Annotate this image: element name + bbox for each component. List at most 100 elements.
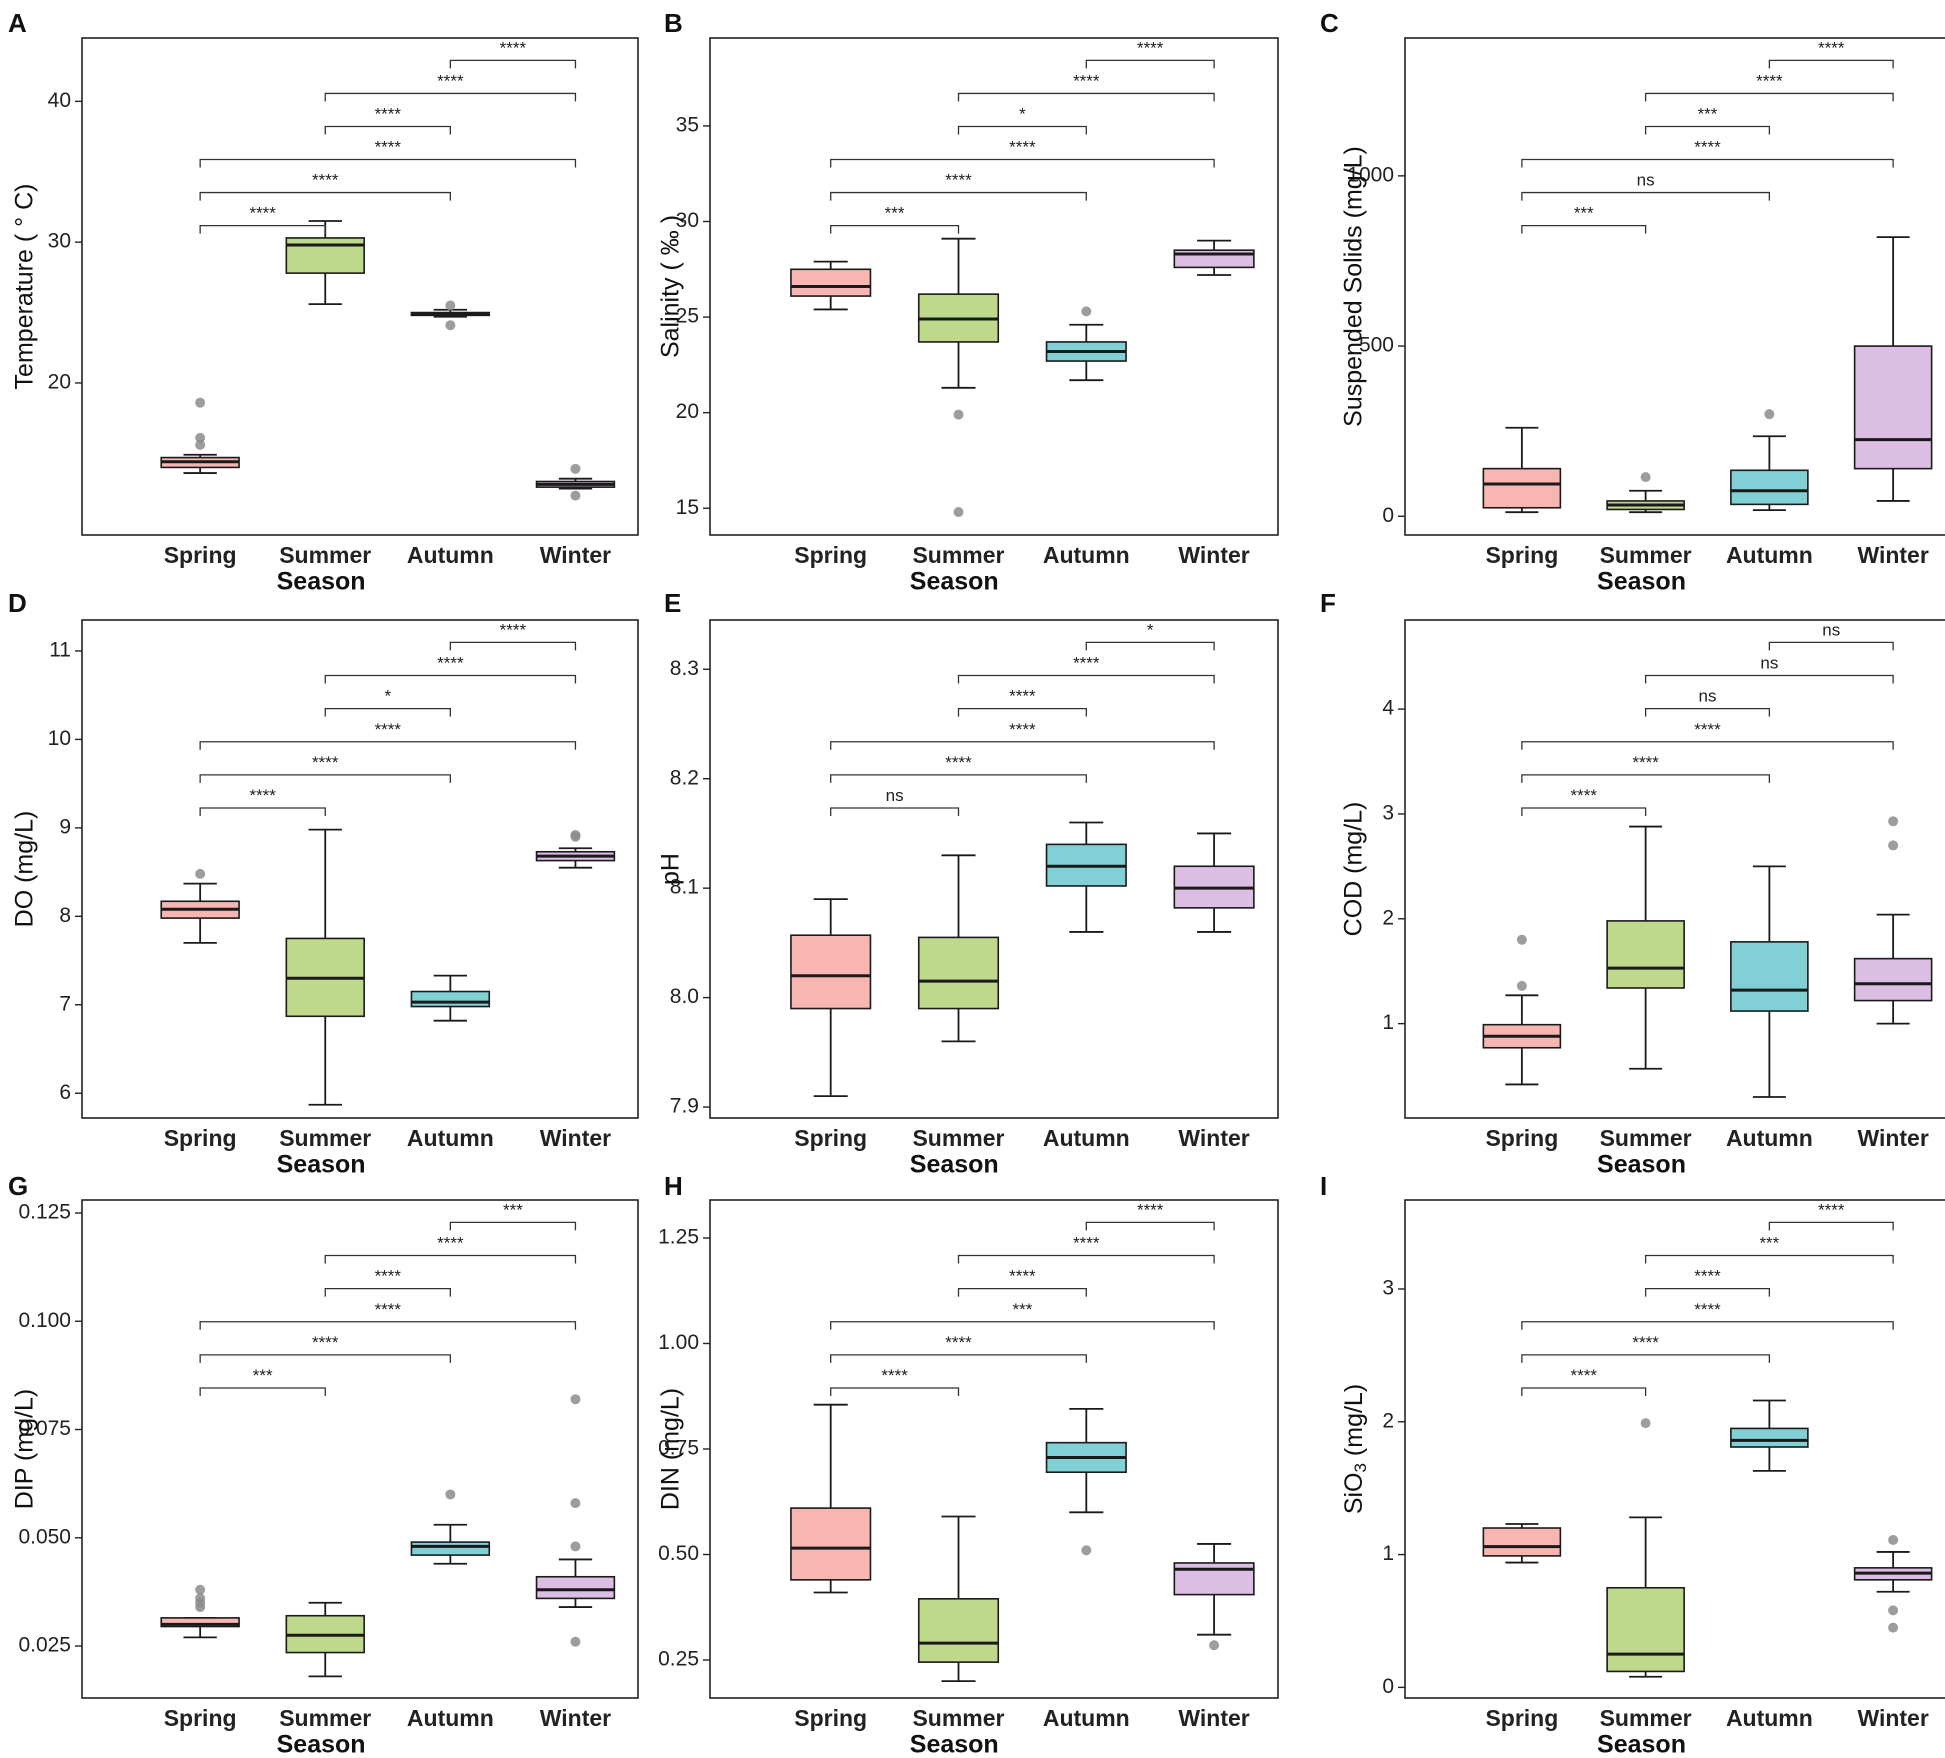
significance-bracket: **** (199, 720, 577, 750)
panel-a: A 20 30 40 Spring Summer Autumn Winter Season Tem… (8, 8, 639, 596)
x-tick-label-winter: Winter (1857, 1125, 1928, 1151)
panel-c: C 0 500 1000 Spring Summer Autumn Winter Season S… (1320, 8, 1945, 596)
significance-label: **** (437, 71, 464, 90)
y-tick-label: 3 (1382, 1277, 1394, 1300)
significance-label: *** (1012, 1300, 1032, 1319)
significance-label: **** (437, 1234, 464, 1253)
y-tick-label: 6 (59, 1081, 71, 1104)
significance-bracket: **** (957, 654, 1215, 684)
significance-label: **** (1694, 1300, 1721, 1319)
significance-label: ns (1822, 620, 1840, 639)
bracket-line (1644, 707, 1771, 717)
box-iqr (410, 1541, 491, 1556)
x-tick-label-autumn: Autumn (1043, 1705, 1130, 1731)
y-tick-label: 25 (676, 305, 699, 328)
significance-bracket: **** (1521, 1366, 1647, 1396)
box-summer (917, 854, 1000, 1043)
y-tick-label: 11 (49, 639, 71, 662)
significance-bracket: **** (957, 687, 1087, 717)
plot-frame (1404, 619, 1945, 1119)
significance-label: **** (1632, 753, 1659, 772)
outlier-point (953, 507, 964, 518)
panel-letter-b: B (664, 8, 683, 38)
bracket-line (1768, 1221, 1894, 1231)
y-tick-label: 7.9 (670, 1095, 699, 1118)
significance-bracket: **** (1521, 1300, 1894, 1330)
y-tick-label: 15 (676, 496, 699, 519)
significance-bracket: **** (830, 138, 1215, 168)
bracket-line (830, 158, 1215, 168)
y-tick-label: 1.00 (658, 1331, 699, 1354)
bracket-line (1521, 158, 1894, 168)
y-tick-label: 1 (1382, 1542, 1394, 1565)
x-tick-label-winter: Winter (540, 1125, 611, 1151)
significance-bracket: ns (1768, 620, 1894, 651)
bracket-line (1644, 674, 1894, 684)
significance-bracket: **** (1768, 38, 1894, 69)
outlier-point (195, 1593, 206, 1604)
y-axis-title: DIP (mg/L) (11, 1389, 39, 1509)
box-winter (535, 1394, 616, 1647)
bracket-line (1644, 125, 1771, 135)
significance-bracket: *** (1521, 204, 1647, 234)
significance-bracket: **** (1521, 1333, 1771, 1363)
significance-label: **** (375, 1267, 402, 1286)
bracket-line (957, 92, 1215, 102)
panel-letter-d: D (8, 588, 27, 618)
y-tick-label: 40 (48, 89, 71, 112)
outlier-point (1888, 1605, 1899, 1616)
box-winter (1173, 239, 1255, 276)
y-axis-title: Temperature ( ° C) (11, 184, 39, 390)
significance-label: *** (1759, 1234, 1779, 1253)
significance-bracket: *** (830, 204, 960, 234)
y-tick-label: 8.1 (670, 876, 699, 899)
bracket-line (957, 674, 1215, 684)
box-iqr (790, 1507, 872, 1581)
significance-bracket: *** (199, 1366, 326, 1396)
panel-letter-f: F (1320, 588, 1336, 618)
x-axis-title: Season (910, 1731, 999, 1758)
bracket-line (1644, 1254, 1894, 1264)
y-tick-label: 0.75 (658, 1437, 699, 1460)
plot-frame (1404, 37, 1945, 536)
y-axis-title-tail: (mg/L) (1340, 1384, 1368, 1463)
x-tick-label-spring: Spring (794, 1705, 867, 1731)
y-axis-title: DIN (mg/L) (657, 1388, 685, 1510)
significance-bracket: ns (1644, 654, 1894, 684)
bracket-line (1085, 1221, 1215, 1231)
significance-label: **** (1694, 720, 1721, 739)
x-tick-label-autumn: Autumn (1726, 1125, 1813, 1151)
x-tick-label-autumn: Autumn (1043, 1125, 1130, 1151)
significance-label: **** (375, 720, 402, 739)
x-tick-label-winter: Winter (1178, 1125, 1249, 1151)
outlier-point (570, 1636, 581, 1647)
significance-bracket: *** (830, 1300, 1215, 1330)
box-iqr (1173, 1562, 1255, 1596)
x-tick-label-summer: Summer (912, 542, 1004, 568)
x-tick-label-summer: Summer (912, 1705, 1004, 1731)
significance-bracket: **** (199, 1333, 451, 1363)
y-tick-label: 0 (1382, 1675, 1394, 1698)
box-spring (1482, 1523, 1562, 1564)
box-winter (535, 463, 616, 501)
significance-label: *** (503, 1200, 523, 1219)
panel-letter-g: G (8, 1171, 28, 1201)
significance-label: **** (1009, 720, 1036, 739)
y-axis-title-subscript: 3 (1351, 1463, 1370, 1472)
bracket-line (1521, 1321, 1894, 1330)
x-axis-title: Season (1597, 1151, 1686, 1179)
bracket-line (199, 1387, 326, 1396)
significance-bracket: **** (449, 38, 577, 69)
outlier-point (570, 463, 581, 474)
panel-letter-c: C (1320, 8, 1339, 38)
bracket-line (830, 807, 960, 816)
box-winter (1853, 1534, 1933, 1633)
y-tick-label: 0.050 (18, 1525, 71, 1548)
y-tick-label: 30 (48, 230, 71, 253)
significance-bracket: **** (199, 753, 451, 783)
significance-bracket: **** (957, 71, 1215, 102)
box-iqr (535, 1575, 616, 1600)
x-tick-label-summer: Summer (912, 1125, 1004, 1151)
outlier-point (1888, 1622, 1899, 1633)
y-tick-label: 0.125 (18, 1201, 71, 1224)
